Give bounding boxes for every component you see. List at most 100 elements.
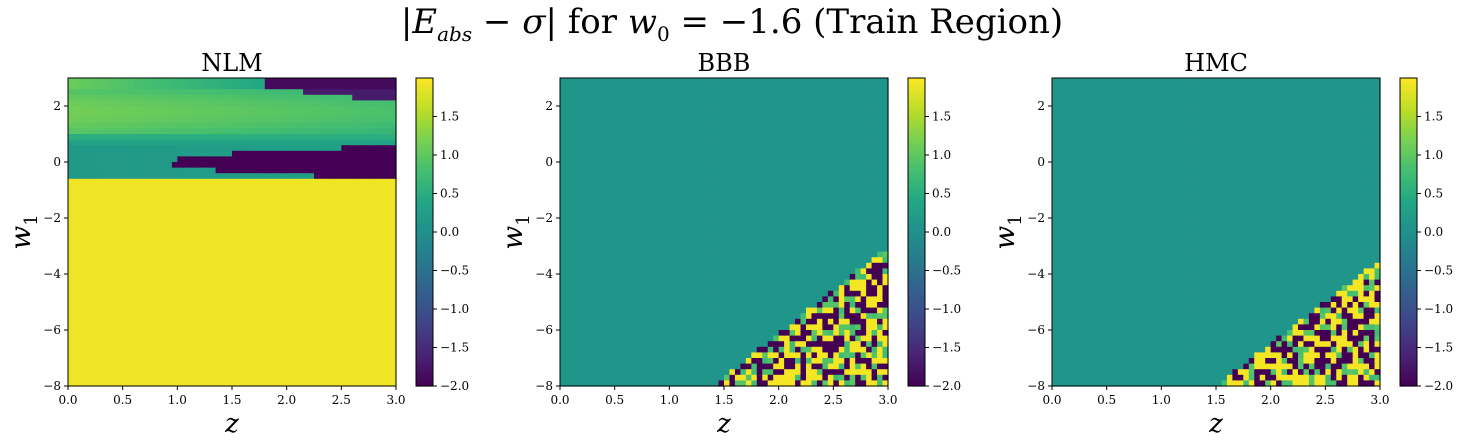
heatmap-cell bbox=[669, 195, 676, 202]
heatmap-cell bbox=[592, 78, 599, 85]
heatmap-cell bbox=[357, 268, 364, 275]
heatmap-cell bbox=[570, 218, 577, 225]
heatmap-cell bbox=[111, 307, 118, 314]
heatmap-cell bbox=[560, 346, 567, 353]
x-tick-label: 2.0 bbox=[277, 393, 296, 407]
heatmap-cell bbox=[171, 206, 178, 213]
colorbar-segment bbox=[416, 205, 433, 210]
heatmap-cell bbox=[631, 206, 638, 213]
heatmap-cell bbox=[352, 290, 359, 297]
heatmap-cell bbox=[177, 229, 184, 236]
heatmap-cell bbox=[215, 268, 222, 275]
heatmap-cell bbox=[647, 122, 654, 129]
heatmap-cell bbox=[155, 268, 162, 275]
heatmap-cell bbox=[341, 139, 348, 146]
heatmap-cell bbox=[281, 234, 288, 241]
heatmap-cell bbox=[275, 274, 282, 281]
heatmap-cell bbox=[221, 346, 228, 353]
heatmap-cell bbox=[363, 262, 370, 269]
heatmap-cell bbox=[188, 268, 195, 275]
heatmap-cell bbox=[133, 111, 140, 118]
heatmap-cell bbox=[270, 352, 277, 359]
heatmap-cell bbox=[341, 150, 348, 157]
heatmap-cell bbox=[335, 145, 342, 152]
heatmap-cell bbox=[713, 111, 720, 118]
heatmap-cell bbox=[680, 150, 687, 157]
heatmap-cell bbox=[609, 279, 616, 286]
heatmap-cell bbox=[84, 89, 91, 96]
heatmap-cell bbox=[341, 352, 348, 359]
heatmap-cell bbox=[286, 100, 293, 107]
heatmap-cell bbox=[160, 212, 167, 219]
heatmap-cell bbox=[363, 246, 370, 253]
heatmap-cell bbox=[620, 139, 627, 146]
heatmap-cell bbox=[691, 374, 698, 381]
heatmap-cell bbox=[324, 346, 331, 353]
heatmap-cell bbox=[286, 122, 293, 129]
heatmap-cell bbox=[691, 257, 698, 264]
heatmap-cell bbox=[128, 128, 135, 135]
heatmap-cell bbox=[117, 318, 124, 325]
heatmap-cell bbox=[642, 122, 649, 129]
heatmap-cell bbox=[713, 190, 720, 197]
heatmap-cell bbox=[128, 117, 135, 124]
heatmap-cell bbox=[319, 134, 326, 141]
heatmap-cell bbox=[707, 313, 714, 320]
heatmap-cell bbox=[581, 363, 588, 370]
heatmap-cell bbox=[663, 89, 670, 96]
heatmap-cell bbox=[232, 358, 239, 365]
heatmap-cell bbox=[237, 111, 244, 118]
heatmap-cell bbox=[702, 117, 709, 124]
heatmap-cell bbox=[264, 363, 271, 370]
heatmap-cell bbox=[78, 341, 85, 348]
heatmap-cell bbox=[592, 318, 599, 325]
heatmap-cell bbox=[685, 330, 692, 337]
heatmap-cell bbox=[155, 363, 162, 370]
heatmap-cell bbox=[702, 369, 709, 376]
heatmap-cell bbox=[707, 212, 714, 219]
heatmap-cell bbox=[658, 313, 665, 320]
heatmap-cell bbox=[587, 369, 594, 376]
heatmap-cell bbox=[669, 106, 676, 113]
heatmap-cell bbox=[663, 117, 670, 124]
heatmap-cell bbox=[122, 262, 129, 269]
heatmap-cell bbox=[232, 313, 239, 320]
heatmap-cell bbox=[319, 201, 326, 208]
heatmap-cell bbox=[680, 195, 687, 202]
heatmap-cell bbox=[122, 302, 129, 309]
colorbar-tick-label: 1.5 bbox=[440, 110, 459, 124]
heatmap-cell bbox=[259, 178, 266, 185]
heatmap-cell bbox=[346, 78, 353, 85]
heatmap-cell bbox=[603, 290, 610, 297]
heatmap-cell bbox=[199, 173, 206, 180]
heatmap-cell bbox=[155, 122, 162, 129]
heatmap-cell bbox=[647, 212, 654, 219]
heatmap-cell bbox=[374, 279, 381, 286]
heatmap-cell bbox=[215, 173, 222, 180]
heatmap-cell bbox=[636, 352, 643, 359]
heatmap-cell bbox=[685, 178, 692, 185]
colorbar-segment bbox=[416, 370, 433, 376]
heatmap-cell bbox=[232, 156, 239, 163]
heatmap-cell bbox=[177, 89, 184, 96]
heatmap-cell bbox=[171, 279, 178, 286]
heatmap-cell bbox=[658, 285, 665, 292]
heatmap-cell bbox=[614, 380, 621, 387]
heatmap-cell bbox=[674, 380, 681, 387]
heatmap-cell bbox=[204, 296, 211, 303]
heatmap-cell bbox=[598, 190, 605, 197]
heatmap-cell bbox=[696, 346, 703, 353]
heatmap-cell bbox=[133, 117, 140, 124]
heatmap-cell bbox=[609, 341, 616, 348]
heatmap-cell bbox=[270, 128, 277, 135]
heatmap-cell bbox=[642, 335, 649, 342]
heatmap-cell bbox=[215, 302, 222, 309]
heatmap-cell bbox=[292, 234, 299, 241]
heatmap-cell bbox=[385, 302, 392, 309]
heatmap-cell bbox=[625, 145, 632, 152]
heatmap-cell bbox=[669, 262, 676, 269]
heatmap-cell bbox=[78, 352, 85, 359]
heatmap-cell bbox=[73, 128, 80, 135]
heatmap-cell bbox=[570, 341, 577, 348]
heatmap-cell bbox=[106, 296, 113, 303]
